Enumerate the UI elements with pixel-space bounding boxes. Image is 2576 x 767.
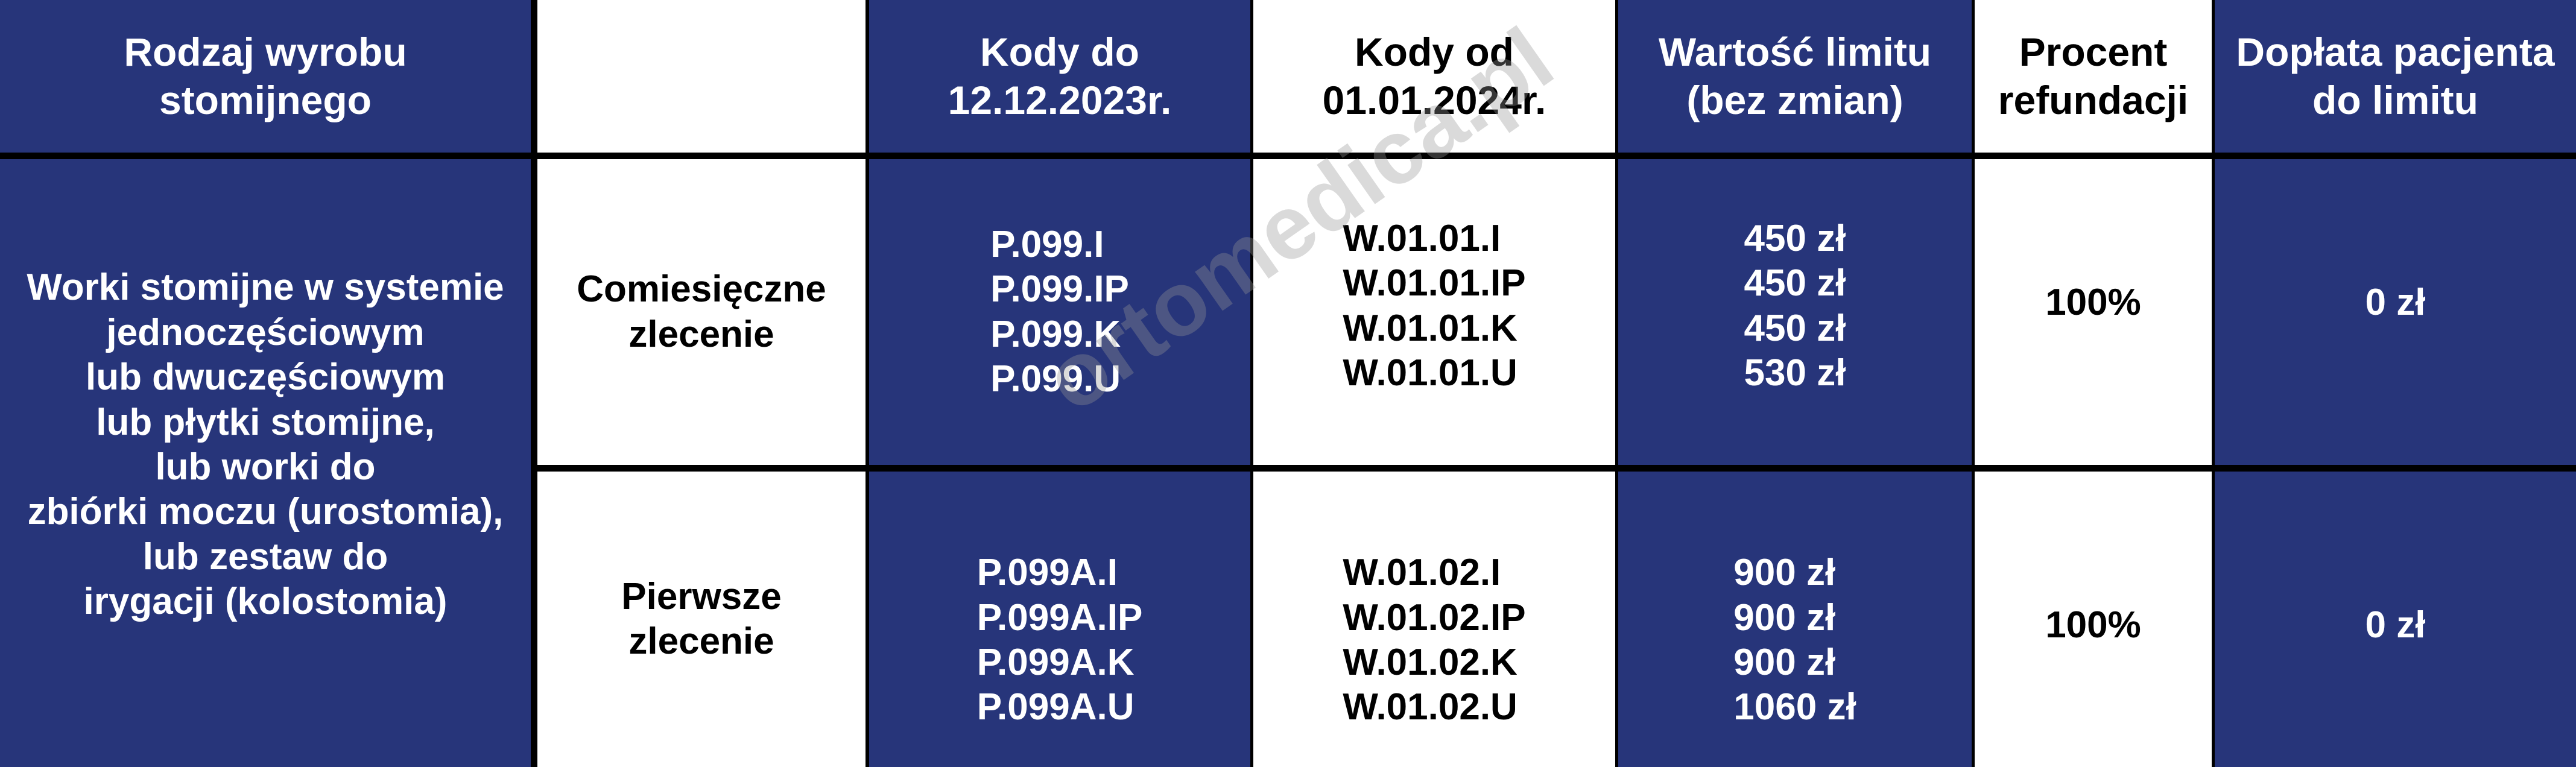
header-codes-after: Kody od 01.01.2024r.	[1253, 0, 1615, 153]
product-line: irygacji (kolostomia)	[83, 581, 448, 623]
limit-value: 450 zł	[1744, 217, 1846, 259]
limit-value: 450 zł	[1744, 307, 1846, 349]
code-after: W.01.01.IP	[1343, 262, 1526, 305]
code-before: P.099A.U	[976, 686, 1135, 728]
code-before: P.099.K	[990, 313, 1121, 355]
product-line: jednoczęściowym	[106, 311, 425, 353]
codes-after-cell: W.01.01.I W.01.01.IP W.01.01.K W.01.01.U	[1253, 159, 1615, 465]
code-after: W.01.01.K	[1343, 307, 1517, 349]
order-type-monthly: Comiesięczne zlecenie	[537, 159, 866, 465]
limits-cell: 900 zł 900 zł 900 zł 1060 zł	[1618, 472, 1972, 767]
product-description: Worki stomijne w systemie jednoczęściowy…	[27, 265, 504, 624]
codes-after-cell: W.01.02.I W.01.02.IP W.01.02.K W.01.02.U	[1253, 472, 1615, 767]
limits-cell: 450 zł 450 zł 450 zł 530 zł	[1618, 159, 1972, 465]
product-line: lub zestaw do	[142, 535, 388, 578]
header-codes-before: Kody do 12.12.2023r.	[869, 0, 1250, 153]
limit-value: 1060 zł	[1733, 686, 1856, 728]
product-line: lub dwuczęściowym	[85, 356, 445, 399]
codes-before-cell: P.099.I P.099.IP P.099.K P.099.U	[869, 159, 1250, 465]
header-order-type	[537, 0, 866, 153]
codes-before-cell: P.099A.I P.099A.IP P.099A.K P.099A.U	[869, 472, 1250, 767]
code-after: W.01.02.IP	[1343, 596, 1526, 639]
refund-percent: 100%	[1975, 472, 2212, 767]
header-refund-percent: Procent refundacji	[1975, 0, 2212, 153]
code-after: W.01.01.I	[1343, 217, 1501, 259]
refund-percent: 100%	[1975, 159, 2212, 465]
code-before: P.099.IP	[990, 268, 1129, 311]
patient-copay: 0 zł	[2215, 159, 2576, 465]
product-line: lub worki do	[155, 446, 376, 488]
code-before: P.099A.K	[976, 642, 1135, 683]
code-after: W.01.01.U	[1343, 352, 1517, 394]
limit-value: 900 zł	[1733, 642, 1836, 683]
code-before: P.099A.IP	[976, 596, 1143, 639]
header-limit-value: Wartość limitu (bez zmian)	[1618, 0, 1972, 153]
limit-value: 900 zł	[1733, 596, 1836, 639]
header-patient-copay: Dopłata pacjenta do limitu	[2215, 0, 2576, 153]
product-type-cell: Worki stomijne w systemie jednoczęściowy…	[0, 159, 531, 767]
code-before: P.099.I	[990, 223, 1104, 265]
limit-value: 900 zł	[1733, 552, 1836, 594]
limit-value: 450 zł	[1744, 262, 1846, 305]
product-line: Worki stomijne w systemie	[27, 267, 504, 309]
header-product-type: Rodzaj wyrobu stomijnego	[0, 0, 531, 153]
code-after: W.01.02.I	[1343, 552, 1501, 594]
order-type-first: Pierwsze zlecenie	[537, 472, 866, 767]
patient-copay: 0 zł	[2215, 472, 2576, 767]
product-line: zbiórki moczu (urostomia),	[27, 491, 504, 533]
product-line: lub płytki stomijne,	[96, 401, 435, 443]
code-before: P.099.U	[990, 358, 1121, 400]
code-after: W.01.02.U	[1343, 686, 1517, 728]
code-after: W.01.02.K	[1343, 642, 1517, 683]
limit-value: 530 zł	[1744, 352, 1846, 394]
code-before: P.099A.I	[976, 552, 1118, 594]
